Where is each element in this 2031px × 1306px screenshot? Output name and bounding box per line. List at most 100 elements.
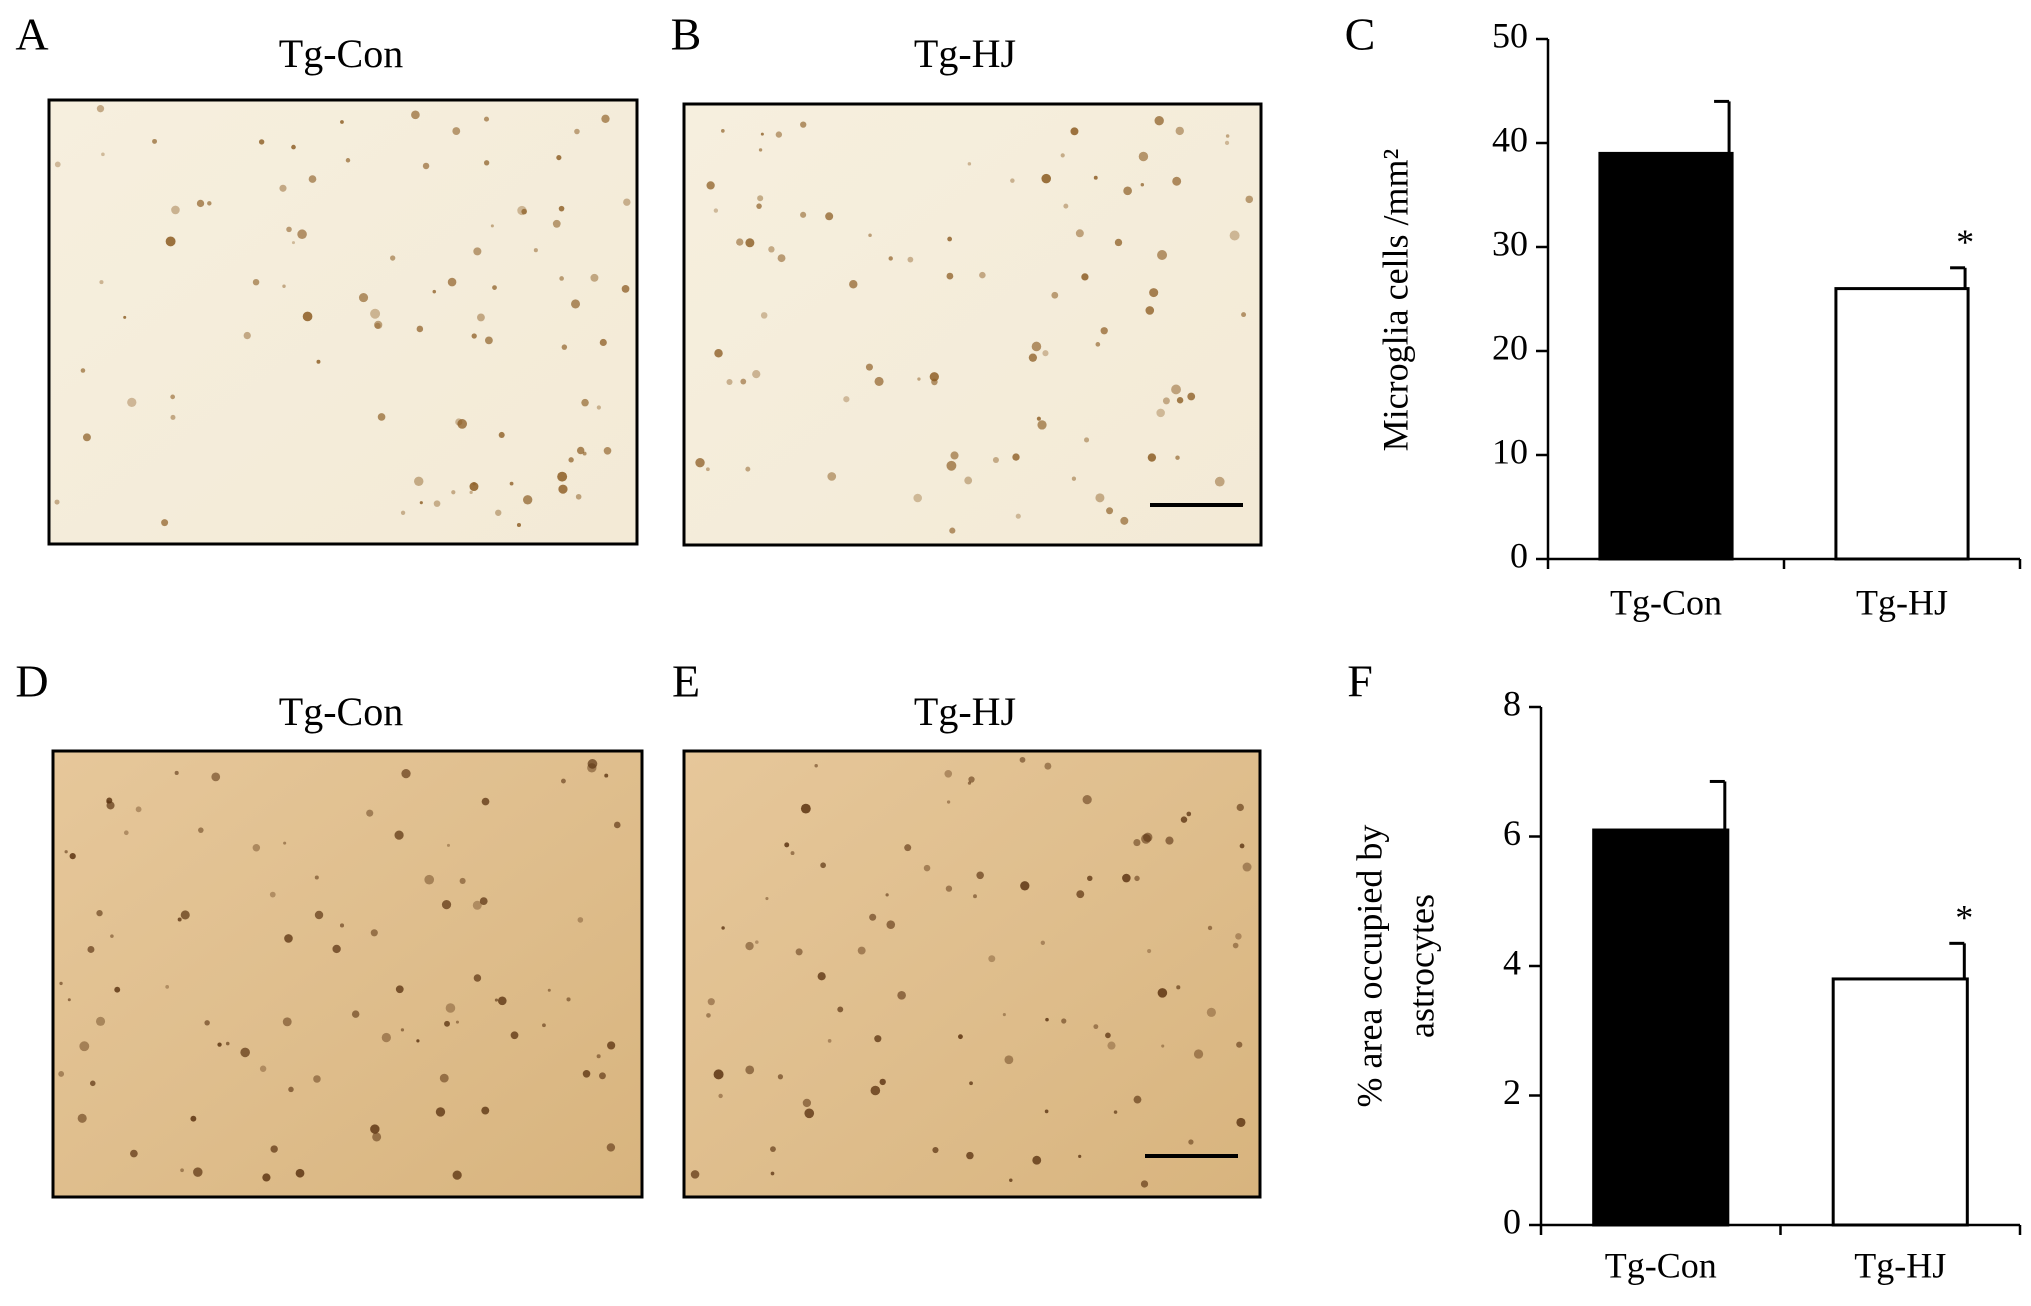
stained-cell [469, 490, 473, 495]
stained-cell [784, 842, 790, 848]
stained-cell [736, 238, 744, 246]
stained-cell [1061, 1018, 1067, 1024]
stained-cell [969, 1081, 973, 1086]
stained-cell [958, 1034, 963, 1040]
stained-cell [1232, 942, 1239, 949]
stained-cell [929, 372, 939, 382]
stained-cell [795, 948, 803, 956]
stained-cell [542, 1023, 546, 1028]
stained-cell [1114, 238, 1123, 247]
stained-cell [279, 184, 287, 192]
panel-letter: B [671, 9, 702, 60]
stained-cell [790, 851, 795, 856]
x-tick-label: Tg-HJ [1854, 1245, 1946, 1285]
stained-cell [726, 379, 733, 386]
stained-cell [1149, 288, 1159, 298]
stained-cell [552, 219, 561, 228]
stained-cell [351, 1010, 360, 1018]
stained-cell [477, 313, 485, 322]
stained-cell [1147, 948, 1152, 954]
stained-cell [558, 205, 565, 212]
stained-cell [695, 457, 705, 468]
stained-cell [439, 1073, 449, 1083]
panel-letter: E [672, 656, 700, 707]
stained-cell [874, 376, 884, 386]
stained-cell [1071, 476, 1077, 481]
stained-cell [718, 1093, 723, 1099]
stained-cell [1105, 1032, 1111, 1039]
stained-cell [435, 1107, 446, 1117]
stained-cell [106, 797, 113, 804]
stained-cell [1236, 803, 1244, 812]
stained-cell [1224, 140, 1230, 145]
stained-cell [174, 770, 179, 775]
stained-cell [757, 195, 764, 202]
stained-cell [1070, 127, 1079, 136]
bar [1592, 828, 1730, 1227]
stained-cell [295, 1168, 305, 1178]
stained-cell [1032, 1155, 1042, 1165]
stained-cell [713, 208, 719, 213]
stained-cell [59, 981, 63, 986]
stained-cell [95, 1016, 106, 1026]
stained-cell [606, 1143, 616, 1152]
stained-cell [288, 1086, 294, 1093]
y-tick-label: 8 [1503, 683, 1521, 723]
stained-cell [522, 495, 533, 505]
stained-cell [67, 998, 71, 1002]
stained-cell [517, 205, 527, 216]
stained-cell [577, 917, 584, 923]
panel-letter: C [1345, 9, 1376, 60]
stained-cell [547, 988, 551, 992]
stained-cell [106, 801, 115, 810]
stained-cell [390, 255, 396, 261]
y-tick-label: 6 [1503, 813, 1521, 853]
stained-cell [1002, 1013, 1006, 1017]
stained-cell [587, 759, 598, 769]
stained-cell [419, 501, 423, 505]
stained-cell [1140, 183, 1145, 187]
stained-cell [521, 208, 527, 215]
stained-cell [1176, 985, 1181, 990]
stained-cell [1176, 396, 1184, 404]
stained-cell [1134, 875, 1140, 882]
stained-cell [770, 1146, 776, 1153]
stained-cell [424, 874, 435, 885]
stained-cell [308, 175, 317, 183]
stained-cell [1093, 175, 1098, 180]
stained-cell [1093, 1024, 1099, 1030]
stained-cell [1041, 173, 1051, 184]
stained-cell [444, 1020, 450, 1027]
stained-cell [1133, 839, 1141, 847]
stained-cell [587, 763, 597, 773]
stained-cell [1188, 1139, 1194, 1145]
stained-cell [1157, 249, 1168, 260]
x-tick-label: Tg-Con [1605, 1245, 1717, 1285]
stained-cell [286, 226, 292, 233]
stained-cell [1175, 455, 1180, 460]
stained-cell [755, 940, 759, 944]
stained-cell [441, 900, 452, 910]
stained-cell [760, 312, 768, 319]
stained-cell [973, 894, 977, 899]
stained-cell [370, 308, 381, 319]
stained-cell [1063, 203, 1069, 209]
micrograph-border [682, 102, 1263, 547]
stained-cell [1015, 513, 1021, 519]
stained-cell [1010, 178, 1015, 183]
stained-cell [110, 934, 114, 938]
stained-cell [868, 233, 872, 237]
stained-cell [446, 843, 450, 847]
y-axis-label: astrocytes [1401, 894, 1441, 1038]
stained-cell [904, 844, 912, 852]
stained-cell [913, 493, 922, 503]
stained-cell [857, 946, 866, 955]
stained-cell [825, 212, 834, 221]
stained-cell [1147, 453, 1157, 462]
stained-cell [533, 248, 538, 253]
stained-cell [1122, 873, 1131, 883]
stained-cell [1100, 327, 1108, 335]
stained-cell [1154, 116, 1164, 126]
stained-cell [988, 955, 996, 963]
